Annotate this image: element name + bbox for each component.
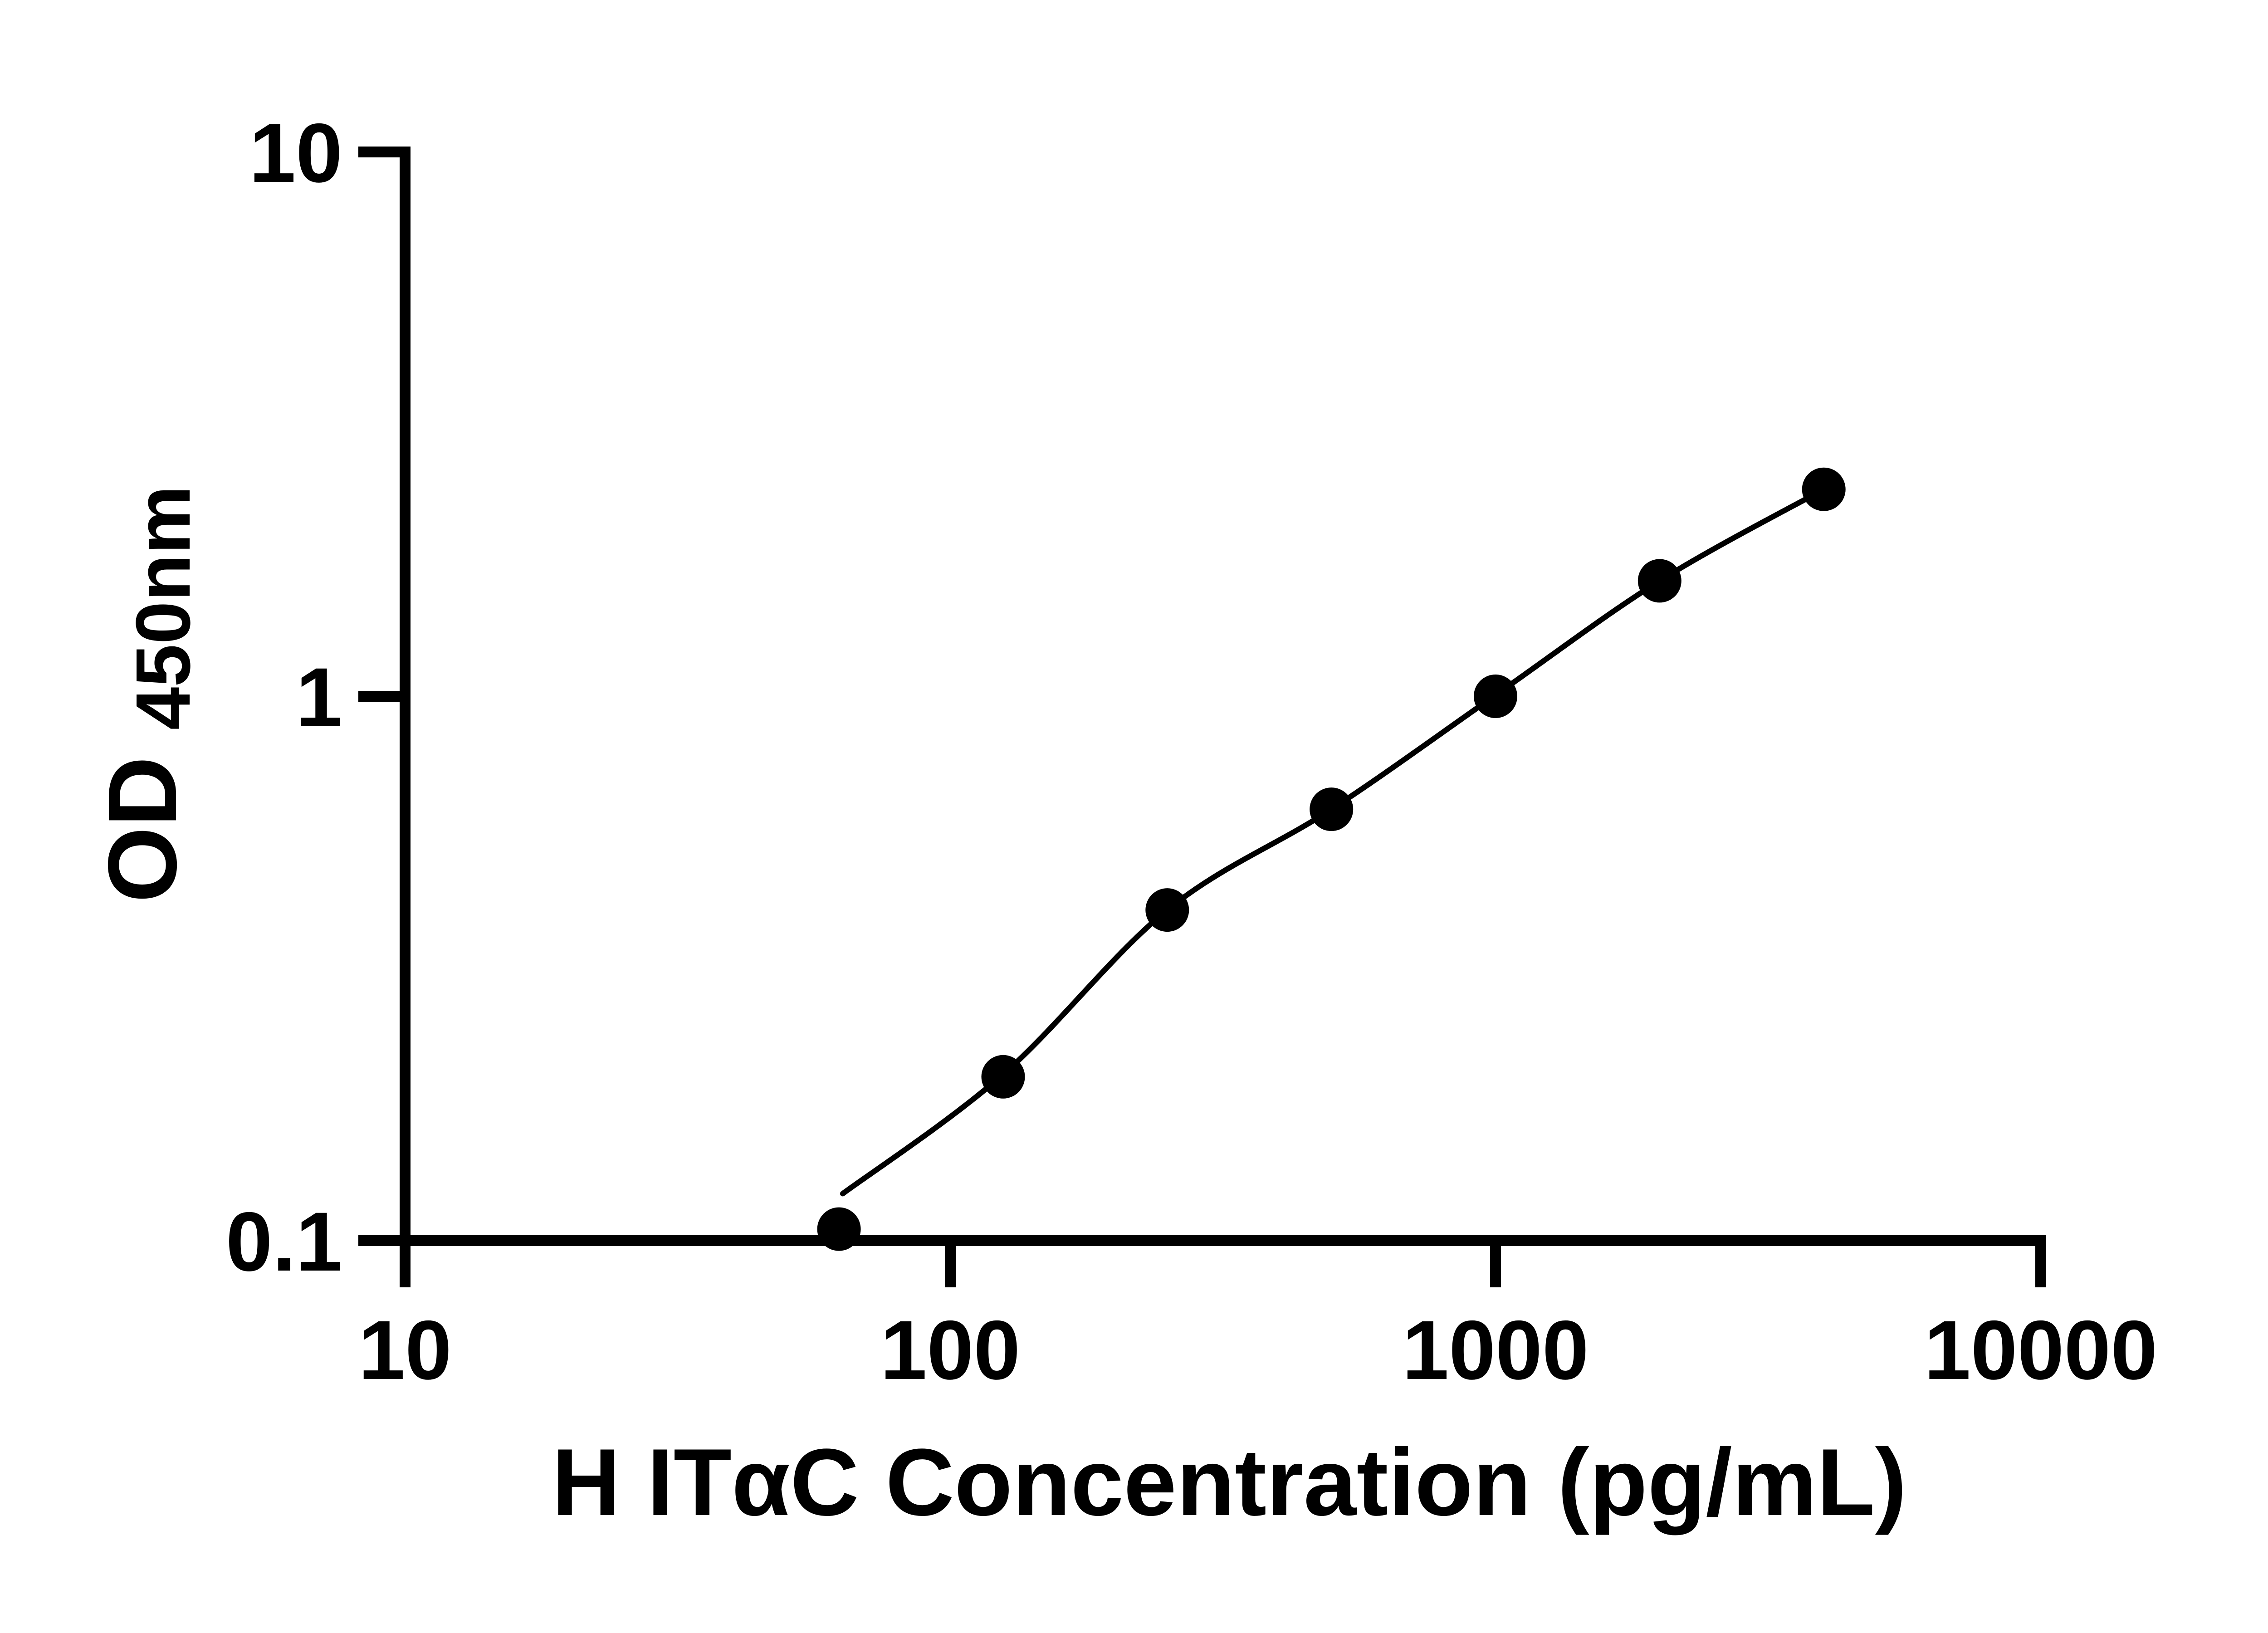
y-axis-title-main: OD bbox=[88, 757, 197, 903]
y-tick-label: 1 bbox=[296, 651, 342, 744]
y-axis-ticks bbox=[358, 147, 405, 1246]
y-tick-label: 0.1 bbox=[226, 1195, 342, 1289]
data-point bbox=[1145, 888, 1189, 932]
x-tick-label: 10000 bbox=[1924, 1304, 2157, 1397]
data-points bbox=[817, 467, 1846, 1251]
data-point bbox=[1474, 675, 1517, 718]
x-axis-title: H ITαC Concentration (pg/mL) bbox=[552, 1429, 1906, 1535]
x-tick-label: 100 bbox=[880, 1304, 1021, 1397]
y-axis-tick-labels: 10 1 0.1 bbox=[226, 107, 342, 1289]
x-axis-ticks bbox=[400, 1241, 2046, 1287]
data-point bbox=[817, 1207, 861, 1251]
x-tick-label: 1000 bbox=[1402, 1304, 1589, 1397]
data-point bbox=[1310, 787, 1354, 831]
y-tick-label: 10 bbox=[249, 107, 342, 200]
data-point bbox=[1802, 467, 1846, 511]
y-axis-title-subscript: 450nm bbox=[120, 486, 206, 730]
x-tick-label: 10 bbox=[358, 1304, 452, 1397]
y-axis-title: OD 450nm bbox=[88, 486, 206, 903]
data-point bbox=[981, 1055, 1025, 1099]
x-axis-tick-labels: 10 100 1000 10000 bbox=[358, 1304, 2157, 1397]
data-point bbox=[1637, 559, 1681, 603]
